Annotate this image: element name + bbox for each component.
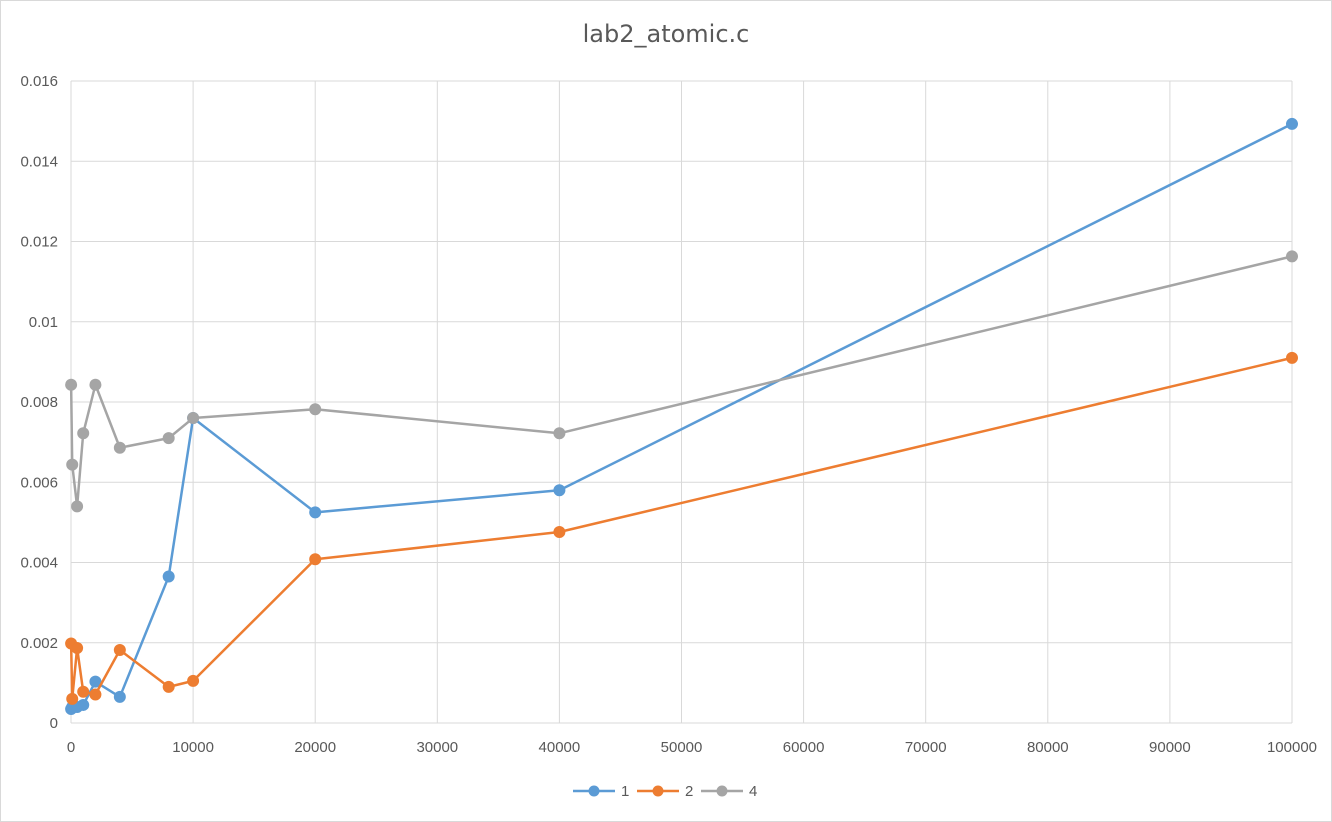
y-tick-label: 0 bbox=[50, 715, 58, 732]
data-point bbox=[89, 378, 102, 391]
x-tick-label: 0 bbox=[67, 739, 75, 756]
data-point bbox=[553, 427, 566, 440]
x-tick-label: 50000 bbox=[661, 739, 703, 756]
y-tick-label: 0.016 bbox=[20, 73, 58, 90]
data-point bbox=[309, 506, 322, 519]
data-point bbox=[1286, 250, 1298, 263]
data-point bbox=[65, 378, 78, 391]
y-tick-label: 0.014 bbox=[20, 153, 58, 170]
data-point bbox=[89, 675, 102, 688]
x-tick-label: 20000 bbox=[294, 739, 336, 756]
data-point bbox=[113, 441, 126, 454]
data-point bbox=[187, 674, 200, 687]
data-point bbox=[77, 685, 90, 698]
y-tick-label: 0.006 bbox=[20, 474, 58, 491]
data-point bbox=[309, 553, 322, 566]
data-point bbox=[187, 412, 200, 425]
series-4 bbox=[65, 250, 1298, 513]
data-point bbox=[309, 403, 322, 416]
data-point bbox=[162, 680, 175, 693]
data-point bbox=[162, 432, 175, 445]
y-tick-label: 0.012 bbox=[20, 234, 58, 251]
x-tick-label: 30000 bbox=[416, 739, 458, 756]
y-tick-label: 0.01 bbox=[29, 314, 58, 331]
data-point bbox=[89, 688, 102, 701]
legend-item: 4 bbox=[701, 783, 757, 800]
x-tick-label: 70000 bbox=[905, 739, 947, 756]
legend-label: 4 bbox=[749, 783, 757, 800]
data-point bbox=[553, 526, 566, 539]
data-point bbox=[1286, 117, 1298, 130]
legend-marker bbox=[716, 785, 728, 797]
y-tick-label: 0.008 bbox=[20, 394, 58, 411]
y-axis-tick-labels: 0 0.002 0.004 0.006 0.008 0.01 0.012 0.014 0.016 bbox=[20, 73, 58, 732]
gridlines bbox=[70, 80, 1293, 724]
series-2 bbox=[65, 351, 1298, 705]
y-tick-label: 0.004 bbox=[20, 555, 58, 572]
data-point bbox=[77, 427, 90, 440]
data-point bbox=[71, 500, 84, 513]
legend-label: 2 bbox=[685, 783, 693, 800]
chart-title: lab2_atomic.c bbox=[582, 20, 750, 48]
x-tick-label: 40000 bbox=[539, 739, 581, 756]
data-point bbox=[113, 643, 126, 656]
legend-marker bbox=[652, 785, 664, 797]
data-point bbox=[71, 641, 84, 654]
x-axis-tick-labels: 0 10000 20000 30000 40000 50000 60000 70000 8000… bbox=[67, 739, 1317, 756]
legend-marker bbox=[588, 785, 600, 797]
data-point bbox=[113, 690, 126, 703]
legend-item: 2 bbox=[637, 783, 693, 800]
x-tick-label: 100000 bbox=[1267, 739, 1317, 756]
x-tick-label: 10000 bbox=[172, 739, 214, 756]
x-tick-label: 80000 bbox=[1027, 739, 1069, 756]
legend: 1 2 4 bbox=[573, 783, 757, 800]
data-point bbox=[1286, 351, 1298, 364]
data-point bbox=[77, 698, 90, 711]
x-tick-label: 60000 bbox=[783, 739, 825, 756]
y-tick-label: 0.002 bbox=[20, 635, 58, 652]
legend-item: 1 bbox=[573, 783, 629, 800]
legend-label: 1 bbox=[621, 783, 629, 800]
series-group bbox=[65, 117, 1298, 715]
data-point bbox=[162, 570, 175, 583]
data-point bbox=[66, 692, 79, 705]
x-tick-label: 90000 bbox=[1149, 739, 1191, 756]
data-point bbox=[553, 484, 566, 497]
data-point bbox=[66, 458, 79, 471]
